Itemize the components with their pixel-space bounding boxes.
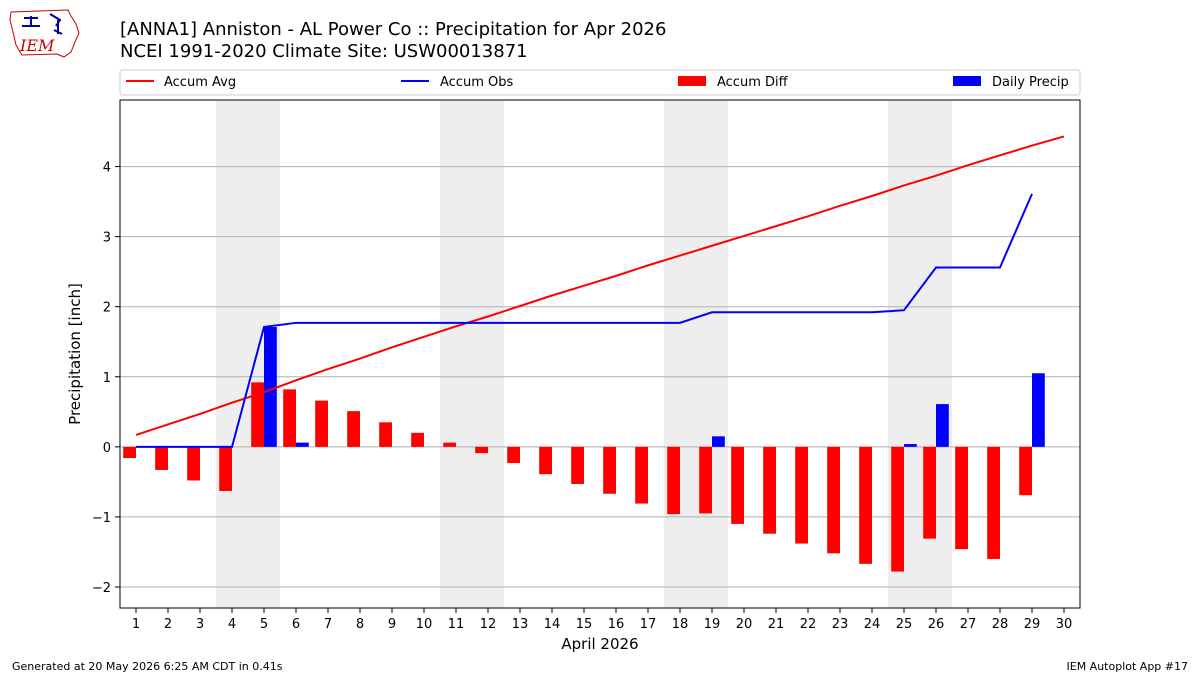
accum-diff-bar — [283, 389, 296, 447]
accum-diff-bar — [219, 446, 232, 491]
x-tick-label: 19 — [704, 617, 721, 632]
weather-station-icon — [22, 13, 63, 35]
accum-diff-bar — [379, 422, 392, 447]
chart-title: [ANNA1] Anniston - AL Power Co :: Precip… — [120, 19, 666, 40]
legend-swatch-daily-precip — [953, 76, 981, 86]
y-tick-label: 1 — [103, 371, 111, 386]
footer-app-text: IEM Autoplot App #17 — [1067, 660, 1189, 673]
x-tick-label: 21 — [768, 617, 785, 632]
accum-diff-bar — [635, 446, 648, 504]
iem-logo[interactable]: IEM — [9, 9, 80, 58]
x-tick-label: 3 — [196, 617, 204, 632]
x-tick-label: 13 — [512, 617, 529, 632]
accum-obs-line — [136, 193, 1033, 448]
x-tick-label: 18 — [672, 617, 689, 632]
y-tick-label: 0 — [103, 441, 111, 456]
x-tick-label: 4 — [228, 617, 236, 632]
accum-diff-bar — [603, 446, 616, 494]
x-tick-label: 10 — [416, 617, 433, 632]
accum-diff-bar — [891, 446, 904, 572]
x-tick-label: 28 — [992, 617, 1009, 632]
accum-diff-bar — [539, 446, 552, 475]
accum-diff-bar — [315, 400, 328, 447]
weekend-shade — [664, 100, 728, 608]
y-tick-label: 3 — [103, 231, 111, 246]
legend-label-daily-precip: Daily Precip — [992, 75, 1069, 90]
x-tick-label: 11 — [448, 617, 465, 632]
x-tick-label: 15 — [576, 617, 593, 632]
x-tick-label: 12 — [480, 617, 497, 632]
daily-precip-bar — [712, 436, 725, 447]
logo-text: IEM — [19, 36, 55, 55]
legend-box — [119, 69, 1081, 96]
accum-diff-bar — [731, 446, 744, 524]
accum-diff-bar — [475, 446, 488, 454]
x-axis-label: April 2026 — [561, 635, 638, 653]
footer-generated-text: Generated at 20 May 2026 6:25 AM CDT in … — [12, 660, 283, 673]
daily-precip-bar — [264, 327, 277, 447]
legend-label-accum-avg: Accum Avg — [164, 75, 236, 90]
x-tick-label: 5 — [260, 617, 268, 632]
accum-diff-bar — [187, 446, 200, 481]
accum-diff-bar — [987, 446, 1000, 559]
y-axis-label: Precipitation [inch] — [66, 283, 84, 425]
x-tick-label: 23 — [832, 617, 849, 632]
accum-diff-bar — [571, 446, 584, 484]
y-tick-label: 4 — [103, 161, 111, 176]
plot-frame — [119, 99, 1081, 609]
accum-diff-bar — [155, 446, 168, 470]
accum-diff-bar — [699, 446, 712, 514]
x-tick-label: 16 — [608, 617, 625, 632]
y-tick-label: −1 — [92, 511, 111, 526]
x-tick-label: 26 — [928, 617, 945, 632]
daily-precip-bar — [936, 404, 949, 447]
accum-diff-bar — [123, 446, 136, 459]
x-tick-label: 6 — [292, 617, 300, 632]
accum-diff-bar — [923, 446, 936, 539]
daily-precip-bar — [1032, 373, 1045, 447]
legend-label-accum-obs: Accum Obs — [440, 75, 513, 90]
x-tick-label: 14 — [544, 617, 561, 632]
accum-diff-bar — [827, 446, 840, 554]
x-tick-label: 9 — [388, 617, 396, 632]
accum-diff-bar — [1019, 446, 1032, 496]
accum-diff-bar — [763, 446, 776, 534]
daily-precip-bar — [904, 444, 917, 447]
x-tick-label: 2 — [164, 617, 172, 632]
x-tick-label: 17 — [640, 617, 657, 632]
y-tick-label: −2 — [92, 581, 111, 596]
accum-avg-line — [135, 135, 1065, 436]
legend-label-accum-diff: Accum Diff — [717, 75, 789, 90]
iowa-outline-logo-graphic — [9, 9, 80, 58]
accum-diff-bar — [347, 411, 360, 447]
legend: Accum Avg Accum Obs Accum Diff Daily Pre… — [119, 69, 1081, 96]
accum-diff-bar — [443, 442, 456, 447]
accum-diff-bar — [795, 446, 808, 544]
accum-diff-bar — [251, 382, 264, 447]
y-tick-label: 2 — [103, 301, 111, 316]
x-tick-label: 20 — [736, 617, 753, 632]
accum-diff-bar — [507, 446, 520, 463]
x-tick-label: 7 — [324, 617, 332, 632]
chart-subtitle: NCEI 1991-2020 Climate Site: USW00013871 — [120, 41, 528, 62]
accum-diff-bar — [859, 446, 872, 564]
x-tick-label: 8 — [356, 617, 364, 632]
x-tick-label: 29 — [1024, 617, 1041, 632]
x-tick-label: 24 — [864, 617, 881, 632]
accum-diff-bar — [667, 446, 680, 515]
daily-precip-bar — [296, 442, 309, 447]
accum-diff-bar — [955, 446, 968, 550]
x-tick-label: 1 — [132, 617, 140, 632]
x-tick-label: 22 — [800, 617, 817, 632]
x-tick-label: 25 — [896, 617, 913, 632]
accum-diff-bar — [411, 432, 424, 447]
legend-swatch-accum-diff — [678, 76, 706, 86]
x-tick-label: 30 — [1056, 617, 1073, 632]
x-tick-label: 27 — [960, 617, 977, 632]
weekend-shade — [440, 100, 504, 608]
